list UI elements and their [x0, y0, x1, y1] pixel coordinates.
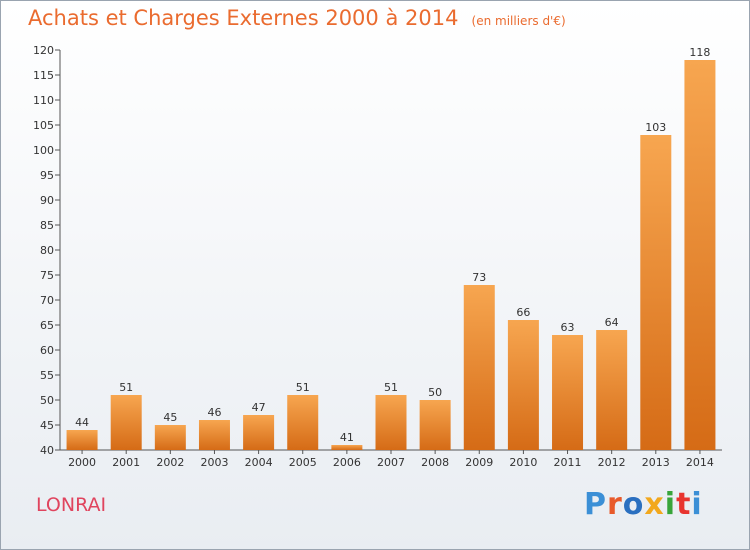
- data-label: 103: [645, 121, 666, 134]
- bar: [375, 395, 407, 450]
- y-tick-label: 80: [40, 244, 54, 257]
- data-label: 51: [119, 381, 133, 394]
- x-tick-label: 2008: [421, 456, 449, 469]
- y-tick-label: 85: [40, 219, 54, 232]
- x-tick-label: 2013: [642, 456, 670, 469]
- bar: [198, 420, 230, 450]
- location-label: LONRAI: [36, 494, 107, 516]
- y-tick-label: 45: [40, 419, 54, 432]
- y-tick-label: 40: [40, 444, 54, 457]
- logo-letter: r: [607, 487, 623, 522]
- x-tick-label: 2001: [112, 456, 140, 469]
- x-tick-label: 2000: [68, 456, 96, 469]
- data-label: 63: [561, 321, 575, 334]
- x-tick-label: 2005: [289, 456, 317, 469]
- x-tick-label: 2009: [465, 456, 493, 469]
- x-tick-label: 2014: [686, 456, 714, 469]
- data-label: 51: [384, 381, 398, 394]
- data-label: 73: [472, 271, 486, 284]
- bar: [552, 335, 584, 450]
- bar: [596, 330, 628, 450]
- y-tick-label: 75: [40, 269, 54, 282]
- x-tick-label: 2011: [554, 456, 582, 469]
- logo-letter: P: [584, 487, 607, 522]
- data-label: 118: [689, 46, 710, 59]
- y-tick-label: 105: [33, 119, 54, 132]
- bar: [66, 430, 98, 450]
- bar: [243, 415, 275, 450]
- y-tick-label: 115: [33, 69, 54, 82]
- x-tick-label: 2004: [245, 456, 273, 469]
- bar: [331, 445, 363, 450]
- y-tick-label: 90: [40, 194, 54, 207]
- x-tick-label: 2006: [333, 456, 361, 469]
- y-tick-label: 65: [40, 319, 54, 332]
- data-label: 50: [428, 386, 442, 399]
- data-label: 47: [252, 401, 266, 414]
- bar: [110, 395, 142, 450]
- y-tick-label: 70: [40, 294, 54, 307]
- x-tick-label: 2007: [377, 456, 405, 469]
- proxiti-logo[interactable]: Proxiti: [584, 487, 703, 522]
- x-tick-label: 2012: [598, 456, 626, 469]
- logo-letter: i: [691, 487, 703, 522]
- x-tick-label: 2010: [509, 456, 537, 469]
- y-tick-label: 110: [33, 94, 54, 107]
- value-labels: 44 51 45 46 47 51 41 51 50 73 66 63 64 103 118: [75, 46, 710, 444]
- y-tick-label: 55: [40, 369, 54, 382]
- data-label: 51: [296, 381, 310, 394]
- x-tick-label: 2003: [200, 456, 228, 469]
- chart-title: Achats et Charges Externes 2000 à 2014: [28, 6, 459, 30]
- x-tick-label: 2002: [156, 456, 184, 469]
- data-label: 46: [207, 406, 221, 419]
- bar: [640, 135, 672, 450]
- bar: [463, 285, 495, 450]
- logo-letter: x: [644, 487, 665, 522]
- logo-letter: o: [622, 487, 645, 522]
- data-label: 66: [516, 306, 530, 319]
- data-label: 41: [340, 431, 354, 444]
- bar: [419, 400, 451, 450]
- bar: [507, 320, 539, 450]
- chart-subtitle: (en milliers d'€): [471, 14, 566, 28]
- logo-letter: t: [676, 487, 692, 522]
- data-label: 44: [75, 416, 89, 429]
- y-tick-label: 60: [40, 344, 54, 357]
- bar: [684, 60, 716, 450]
- y-tick-label: 100: [33, 144, 54, 157]
- y-tick-label: 50: [40, 394, 54, 407]
- y-tick-label: 95: [40, 169, 54, 182]
- bar: [287, 395, 319, 450]
- bars: [66, 60, 716, 450]
- logo-letter: i: [664, 487, 677, 522]
- bar: [154, 425, 186, 450]
- chart-title-block: Achats et Charges Externes 2000 à 2014 (…: [28, 6, 566, 30]
- data-label: 64: [605, 316, 619, 329]
- data-label: 45: [163, 411, 177, 424]
- y-tick-label: 120: [33, 44, 54, 57]
